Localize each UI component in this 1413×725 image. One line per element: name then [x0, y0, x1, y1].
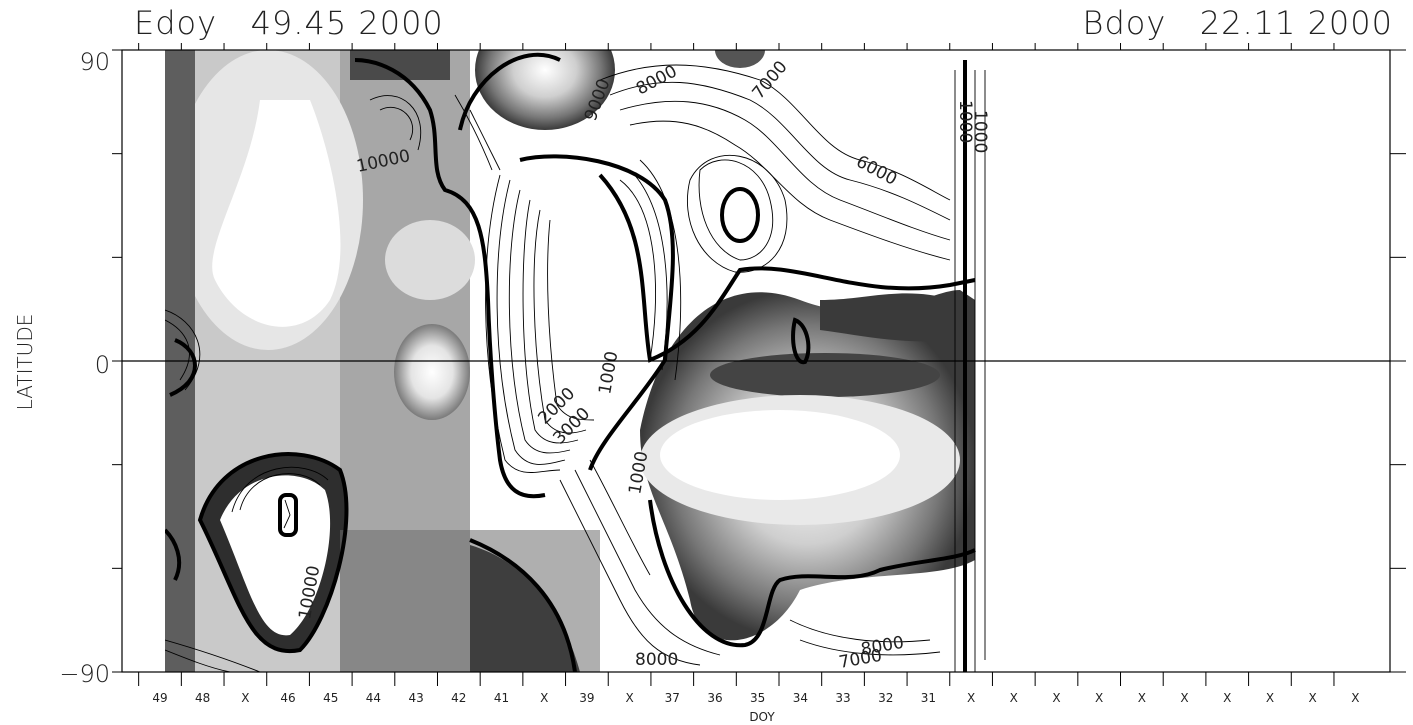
x-tick-label: X [1309, 691, 1317, 705]
x-tick-label: X [1223, 691, 1231, 705]
x-tick-label: X [1052, 691, 1060, 705]
x-axis-ticks [138, 672, 1335, 686]
x-tick-label: 34 [793, 691, 808, 705]
x-tick-label: 39 [579, 691, 594, 705]
x-tick-label: 41 [494, 691, 509, 705]
top-axis-ticks [138, 43, 1335, 50]
x-tick-label: 31 [921, 691, 936, 705]
thin-contours [165, 64, 986, 672]
contour-label: 8000 [635, 650, 678, 670]
x-tick-label: X [1266, 691, 1274, 705]
x-tick-label: 42 [451, 691, 466, 705]
x-tick-label: X [540, 691, 548, 705]
x-tick-label: X [1095, 691, 1103, 705]
x-tick-label: X [1180, 691, 1188, 705]
contour-label: 8000 [633, 61, 681, 99]
x-tick-label: 37 [665, 691, 680, 705]
x-tick-label: X [625, 691, 633, 705]
x-tick-label: 48 [195, 691, 210, 705]
x-tick-label: X [1351, 691, 1359, 705]
x-tick-label: 32 [878, 691, 893, 705]
x-tick-label: X [241, 691, 249, 705]
contour-label: 1000 [625, 450, 652, 496]
contour-label: 1000 [595, 350, 622, 396]
x-tick-label: 36 [707, 691, 722, 705]
contour-label: 1000 [970, 110, 990, 153]
shaded-field [165, 50, 975, 672]
header-right-title: Bdoy 22.11 2000 [1082, 4, 1393, 42]
y-tick-label: −90 [59, 660, 110, 688]
x-tick-label: 49 [152, 691, 167, 705]
y-tick-label: 90 [79, 48, 110, 76]
x-tick-label: X [1138, 691, 1146, 705]
x-tick-label: 46 [280, 691, 295, 705]
header-left-title: Edoy 49.45 2000 [134, 4, 444, 42]
x-tick-label: 44 [366, 691, 381, 705]
contour-label: 1000 [955, 100, 975, 143]
x-tick-labels: 49 48 X 46 45 44 43 42 41 X 39 X 37 36 35 34 33 32 31 X X X X X… [152, 691, 1359, 705]
x-tick-label: 45 [323, 691, 338, 705]
x-tick-label: X [1010, 691, 1018, 705]
y-tick-label: 0 [95, 351, 110, 379]
x-tick-label: 33 [835, 691, 850, 705]
x-tick-label: 35 [750, 691, 765, 705]
contour-label: 8000 [859, 633, 905, 660]
y-axis-label: LATITUDE [13, 314, 37, 411]
thick-contours [165, 52, 976, 672]
contour-label: 6000 [853, 152, 901, 190]
x-tick-label: 43 [408, 691, 423, 705]
x-axis-label: DOY [749, 710, 775, 724]
x-tick-label: X [967, 691, 975, 705]
y-axis-ticks [112, 49, 1406, 673]
